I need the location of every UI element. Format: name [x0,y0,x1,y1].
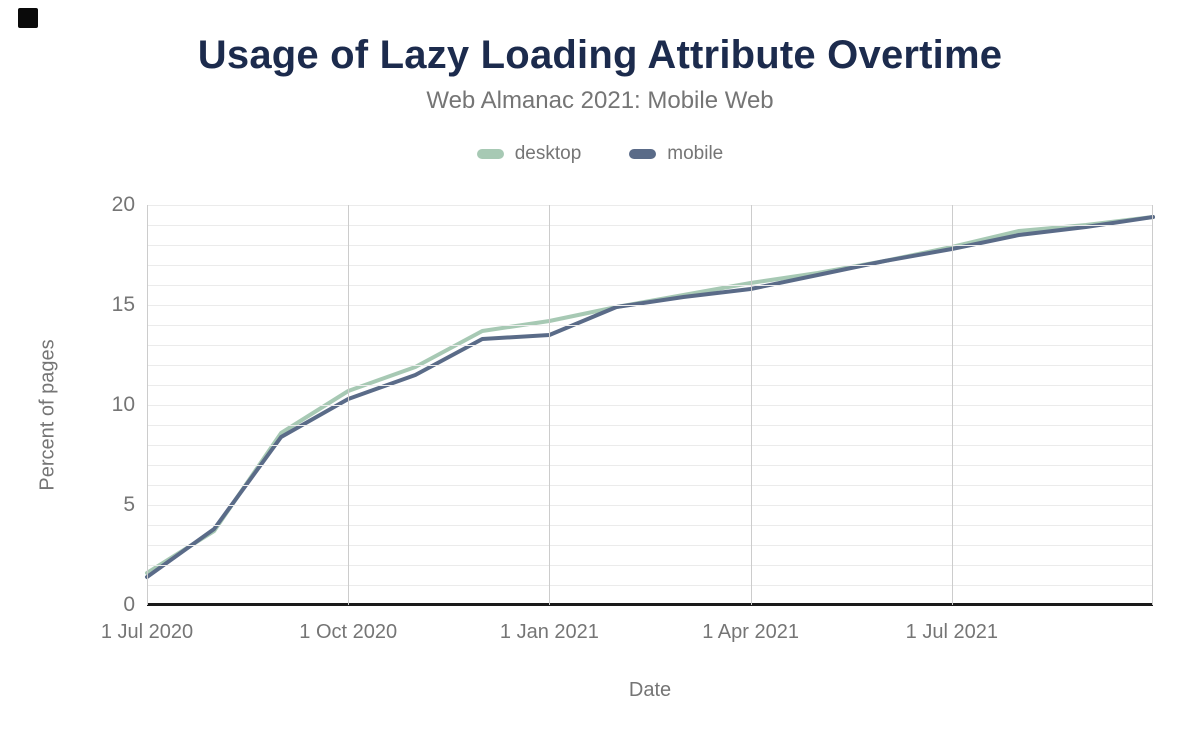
plot-area [145,205,1155,606]
legend-item-mobile[interactable]: mobile [629,143,723,165]
h-gridline [147,265,1153,266]
h-gridline [147,365,1153,366]
x-tick-label: 1 Oct 2020 [299,621,398,643]
legend-item-desktop[interactable]: desktop [476,143,582,165]
x-tick-label: 1 Jul 2020 [100,621,194,643]
y-axis-title: Percent of pages [36,339,59,491]
h-gridline [147,385,1153,386]
h-gridline [147,445,1153,446]
y-tick-label: 20 [111,193,135,216]
desktop-line [145,215,1155,575]
desktop-series-swatch [476,149,504,159]
x-tick-label: 1 Jan 2021 [499,621,599,643]
h-gridline [147,305,1153,306]
h-gridline [147,205,1153,206]
h-gridline [147,245,1153,246]
h-gridline [147,325,1153,326]
y-tick-label: 0 [123,593,135,616]
mobile-series-swatch [629,149,657,159]
h-gridline [147,225,1153,226]
h-gridline [147,545,1153,546]
h-gridline [147,485,1153,486]
h-gridline [147,425,1153,426]
v-gridline [348,205,350,605]
mobile-legend-label: mobile [667,143,724,164]
h-gridline [147,525,1153,526]
h-gridline [147,405,1153,406]
h-gridline [147,505,1153,506]
series-lines [145,215,1155,579]
h-gridline [147,565,1153,566]
v-gridline [951,205,953,605]
x-axis-line [147,603,1153,606]
x-axis-title: Date [628,679,672,701]
chart-subtitle: Web Almanac 2021: Mobile Web [426,87,774,114]
h-gridline [147,345,1153,346]
x-tick-label: 1 Jul 2021 [905,621,998,643]
h-gridline [147,465,1153,466]
v-gridline [549,205,551,605]
mobile-line [145,215,1155,579]
h-gridline [147,585,1153,586]
y-tick-label: 5 [123,493,135,516]
corner-mark [18,8,38,28]
v-gridline [147,205,148,605]
v-gridline [750,205,752,605]
x-tick-label: 1 Apr 2021 [702,621,799,643]
h-gridline [147,285,1153,286]
desktop-legend-label: desktop [514,143,582,164]
v-gridline [1152,205,1153,605]
y-tick-label: 10 [111,393,135,416]
chart-title: Usage of Lazy Loading Attribute Overtime [197,33,1003,77]
y-tick-label: 15 [111,293,135,316]
legend: desktop mobile [0,143,1200,165]
